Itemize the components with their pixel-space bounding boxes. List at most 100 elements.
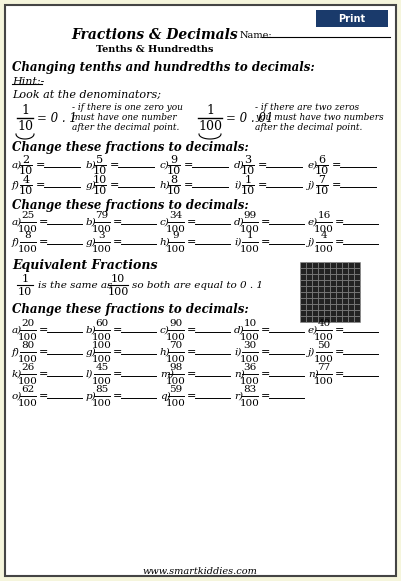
Text: 10: 10 (93, 166, 107, 176)
Text: 8: 8 (25, 231, 31, 241)
Bar (312, 310, 318, 316)
Text: =: = (36, 160, 45, 170)
Text: m): m) (160, 370, 174, 378)
Text: =: = (113, 325, 122, 335)
Bar (354, 268, 360, 274)
Text: 100: 100 (18, 399, 38, 407)
Text: e): e) (308, 325, 318, 335)
Text: - if there is one zero you: - if there is one zero you (72, 103, 183, 113)
Text: 36: 36 (243, 364, 257, 372)
Text: 4: 4 (22, 175, 30, 185)
Text: =: = (39, 325, 49, 335)
Text: 2: 2 (22, 155, 30, 165)
Bar (312, 304, 318, 310)
Bar (300, 310, 306, 316)
Text: 26: 26 (21, 364, 34, 372)
Text: =: = (39, 237, 49, 247)
Bar (336, 262, 342, 268)
Text: =: = (187, 369, 196, 379)
Text: 3: 3 (245, 155, 251, 165)
Text: Fractions & Decimals: Fractions & Decimals (72, 28, 238, 42)
Text: 100: 100 (92, 354, 112, 364)
Text: =: = (184, 160, 193, 170)
Bar (336, 316, 342, 322)
Text: 100: 100 (314, 332, 334, 342)
Text: 100: 100 (166, 399, 186, 407)
Text: =: = (39, 369, 49, 379)
Text: p): p) (86, 392, 97, 400)
Text: 10: 10 (93, 175, 107, 185)
Bar (312, 292, 318, 298)
Bar (300, 316, 306, 322)
Text: a): a) (12, 325, 22, 335)
Text: q): q) (160, 392, 170, 400)
Bar (342, 286, 348, 292)
Bar (354, 280, 360, 286)
Bar (312, 286, 318, 292)
Text: 1: 1 (21, 274, 28, 284)
Text: 100: 100 (314, 354, 334, 364)
Bar (312, 268, 318, 274)
Text: 100: 100 (18, 224, 38, 234)
Text: =: = (110, 160, 119, 170)
Bar (300, 280, 306, 286)
Bar (336, 292, 342, 298)
Text: 10: 10 (19, 166, 33, 176)
Text: Change these fractions to decimals:: Change these fractions to decimals: (12, 199, 249, 211)
Bar (316, 10, 388, 27)
Text: b): b) (86, 325, 97, 335)
Text: www.smartkiddies.com: www.smartkiddies.com (143, 568, 257, 576)
Text: i): i) (234, 238, 241, 246)
Bar (342, 280, 348, 286)
Text: 50: 50 (317, 342, 331, 350)
Text: =: = (113, 369, 122, 379)
Text: 3: 3 (99, 231, 105, 241)
Bar (324, 268, 330, 274)
Bar (306, 292, 312, 298)
Bar (318, 292, 324, 298)
Bar (342, 316, 348, 322)
Text: n): n) (308, 370, 319, 378)
Text: 90: 90 (169, 320, 182, 328)
Text: 100: 100 (18, 245, 38, 253)
Bar (312, 262, 318, 268)
Text: d): d) (234, 160, 245, 170)
Bar (324, 304, 330, 310)
Text: 10: 10 (167, 166, 181, 176)
Bar (348, 310, 354, 316)
Bar (324, 310, 330, 316)
Text: =: = (184, 180, 193, 190)
Bar (354, 298, 360, 304)
Bar (354, 274, 360, 280)
Text: 100: 100 (166, 376, 186, 386)
Bar (306, 274, 312, 280)
Bar (348, 298, 354, 304)
Bar (312, 298, 318, 304)
Text: i): i) (234, 347, 241, 357)
Text: d): d) (234, 217, 245, 227)
Bar (324, 262, 330, 268)
Bar (354, 292, 360, 298)
Text: 83: 83 (243, 386, 257, 394)
Text: is the same as: is the same as (38, 281, 112, 289)
Text: 100: 100 (18, 354, 38, 364)
Text: Tenths & Hundredths: Tenths & Hundredths (96, 45, 214, 55)
Text: =: = (187, 325, 196, 335)
Text: =: = (335, 325, 344, 335)
Bar (318, 316, 324, 322)
Text: c): c) (160, 325, 170, 335)
Text: =: = (187, 217, 196, 227)
Bar (312, 280, 318, 286)
Text: =: = (113, 237, 122, 247)
Text: 80: 80 (21, 342, 34, 350)
Bar (330, 286, 336, 292)
Text: 62: 62 (21, 386, 34, 394)
Text: 77: 77 (317, 364, 331, 372)
Text: f): f) (12, 238, 20, 246)
Text: 10: 10 (243, 320, 257, 328)
Bar (312, 316, 318, 322)
Text: =: = (335, 237, 344, 247)
Text: 70: 70 (169, 342, 182, 350)
Text: g): g) (86, 181, 97, 189)
Bar (336, 274, 342, 280)
